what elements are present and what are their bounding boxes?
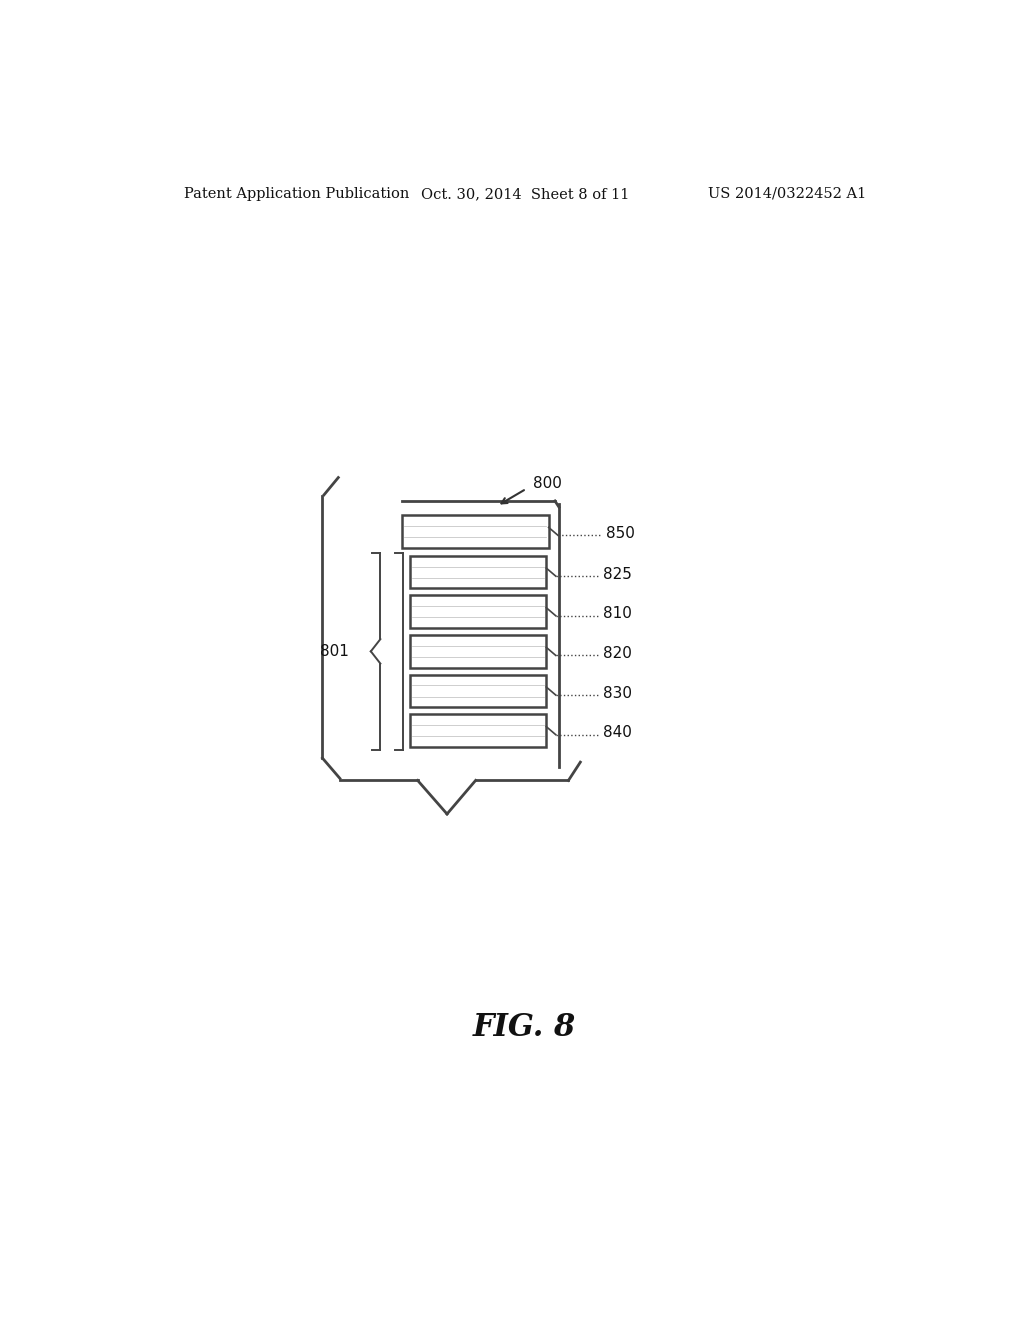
Bar xyxy=(410,595,546,628)
Bar xyxy=(401,515,549,548)
Text: 810: 810 xyxy=(603,606,632,622)
Bar xyxy=(410,714,546,747)
Text: US 2014/0322452 A1: US 2014/0322452 A1 xyxy=(708,187,866,201)
Text: 840: 840 xyxy=(603,725,632,741)
Bar xyxy=(410,635,546,668)
Text: 801: 801 xyxy=(319,644,348,659)
Text: 825: 825 xyxy=(603,566,632,582)
Text: FIG. 8: FIG. 8 xyxy=(473,1012,577,1043)
Text: Oct. 30, 2014  Sheet 8 of 11: Oct. 30, 2014 Sheet 8 of 11 xyxy=(421,187,629,201)
Bar xyxy=(410,556,546,589)
Text: 820: 820 xyxy=(603,645,632,661)
Text: 850: 850 xyxy=(606,525,635,541)
Bar xyxy=(410,675,546,708)
Text: Patent Application Publication: Patent Application Publication xyxy=(183,187,409,201)
Text: 830: 830 xyxy=(603,685,633,701)
Text: 800: 800 xyxy=(532,477,561,491)
